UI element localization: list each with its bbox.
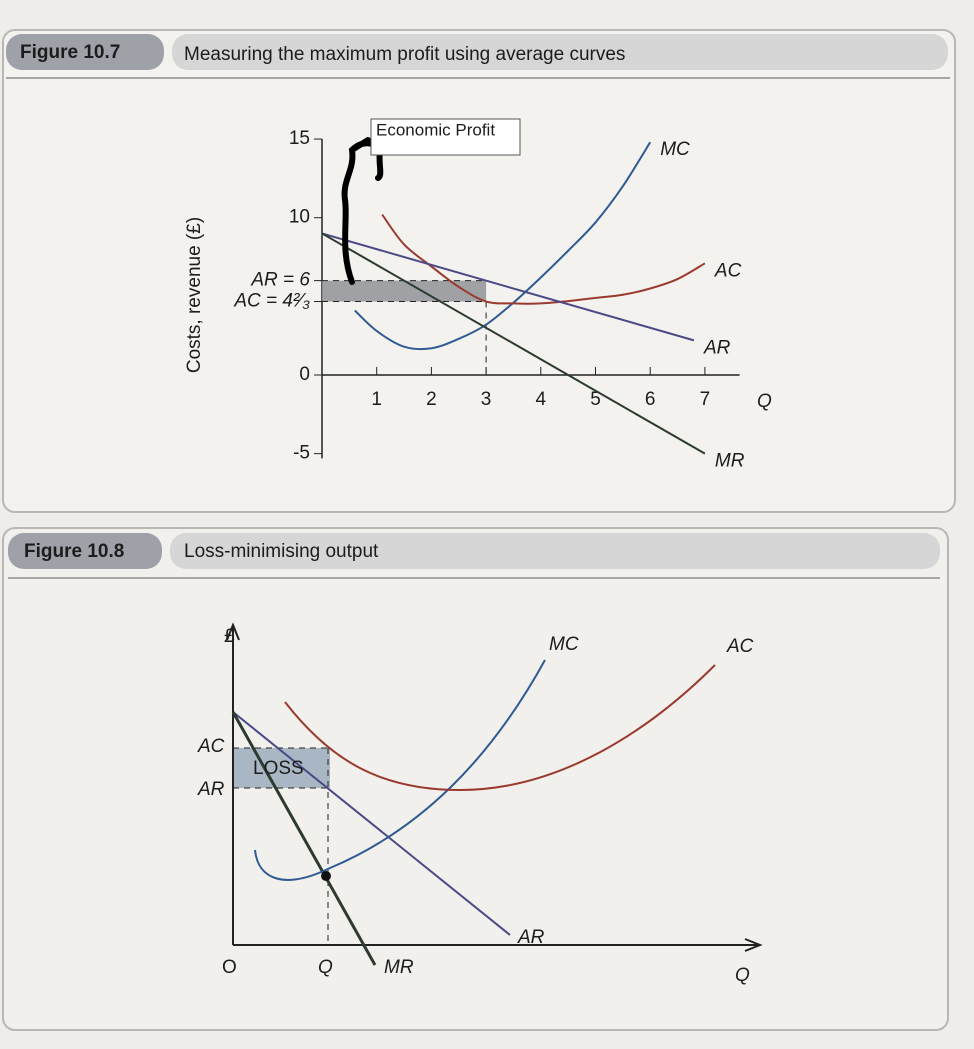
figure-label: Figure 10.8 — [24, 541, 124, 562]
mc-curve — [254, 659, 546, 881]
profit-area — [322, 280, 487, 302]
origin-label: O — [222, 957, 237, 978]
y-tick-label: -5 — [293, 443, 310, 464]
figure-panel — [2, 29, 956, 513]
annotation: Economic Profit — [376, 120, 495, 139]
legend-label: AR — [703, 337, 731, 358]
x-axis-label: Q — [757, 391, 772, 412]
scribble — [341, 137, 384, 285]
ac-label: AC — [197, 736, 225, 757]
arrow — [226, 622, 240, 641]
figure-title: Measuring the maximum profit using avera… — [184, 44, 625, 65]
y-tick-label: 0 — [299, 364, 310, 385]
ar-curve — [232, 711, 511, 936]
line — [381, 213, 706, 305]
mc-label: MC — [549, 634, 579, 655]
x-tick-label: 1 — [371, 389, 382, 410]
loss-area — [233, 748, 330, 788]
ac-curve — [284, 664, 716, 792]
x-tick-label: 3 — [481, 389, 492, 410]
diagram-2 — [226, 622, 763, 966]
equilibrium-point — [321, 871, 331, 881]
y-tick-label: 15 — [289, 128, 310, 149]
line — [354, 141, 652, 351]
arrow — [744, 938, 763, 952]
chart-1: 15 10 AR = 6AC = 4²⁄₃ 0 -5 1 2 3 4 5 6 7 MC AC AR MR — [233, 128, 744, 472]
legend-label: MR — [715, 451, 745, 472]
ar-label: AR — [197, 779, 225, 800]
dashed-line — [233, 747, 330, 945]
line — [321, 232, 706, 455]
figure-title-pill — [170, 533, 940, 569]
figure-label: Figure 10.7 — [20, 42, 120, 63]
x-axis-label: Q — [735, 965, 750, 986]
annotation-box — [370, 118, 521, 156]
ar-label: AR — [517, 927, 545, 948]
x-tick-label: 4 — [536, 389, 547, 410]
figure-title-pill — [172, 34, 948, 70]
loss-label: LOSS — [253, 758, 304, 779]
figure-label-pill — [8, 533, 162, 569]
figure-panel — [2, 527, 949, 1031]
x-tick-label: 7 — [700, 389, 711, 410]
mr-curve — [231, 711, 377, 966]
mr-label: MR — [384, 957, 414, 978]
legend-label: AC — [714, 260, 742, 281]
x-tick-label: 2 — [426, 389, 437, 410]
y-tick-label: AR = 6 — [250, 270, 310, 291]
figure-title: Loss-minimising output — [184, 541, 379, 562]
y-tick-label: AC = 4²⁄₃ — [233, 291, 310, 312]
q-label: Q — [318, 957, 333, 978]
figure-label-pill — [6, 34, 164, 70]
y-tick-label: 10 — [289, 207, 310, 228]
line — [321, 232, 695, 342]
ac-label: AC — [726, 636, 754, 657]
x-tick-label: 6 — [645, 389, 656, 410]
x-tick-label: 5 — [590, 389, 601, 410]
y-axis-label: £ — [224, 626, 235, 647]
y-axis-label: Costs, revenue (£) — [184, 217, 205, 373]
legend-label: MC — [660, 139, 690, 160]
